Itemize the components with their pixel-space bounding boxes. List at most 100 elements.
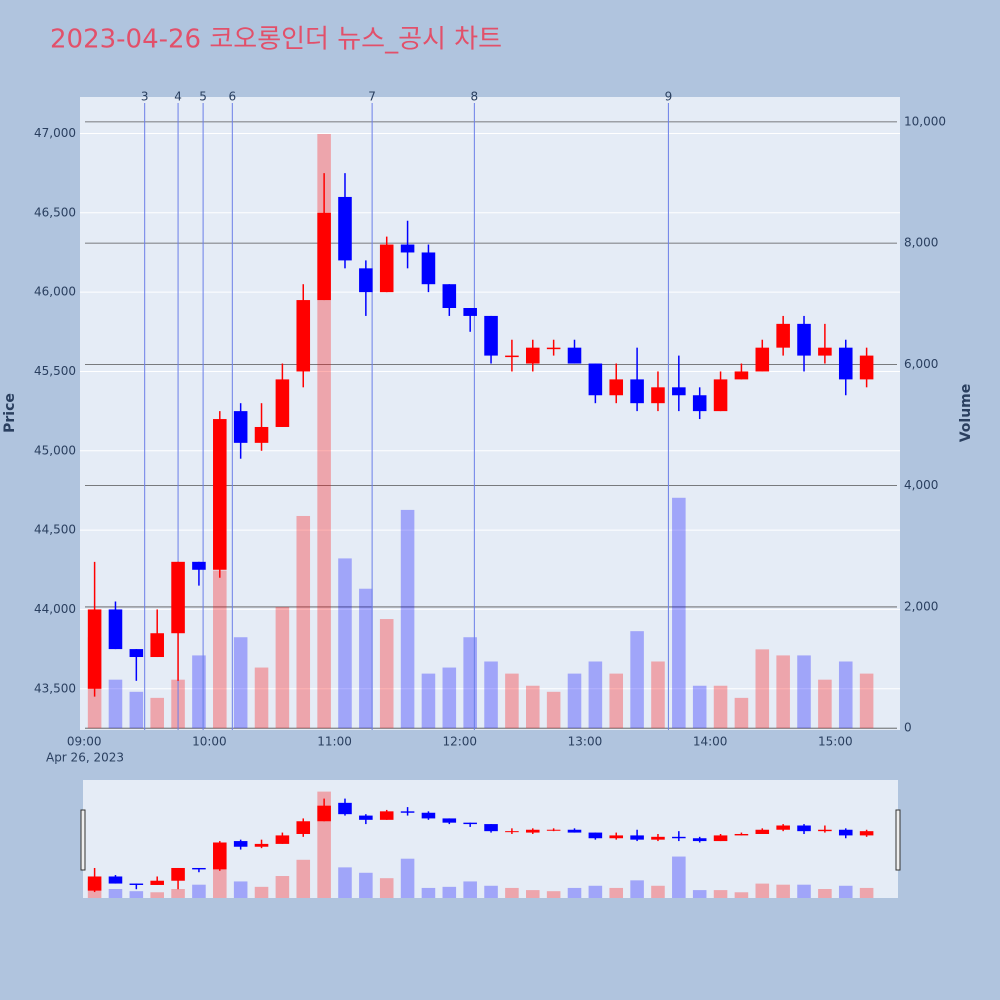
slider-volume-bar <box>338 867 352 898</box>
volume-bar <box>442 667 457 729</box>
slider-volume-bar <box>359 872 373 898</box>
slider-volume-bar <box>129 891 144 898</box>
candle-body <box>442 284 457 308</box>
volume-bar <box>713 685 728 729</box>
y-tick-label: 46,500 <box>34 205 76 219</box>
y2-axis-title: Volume <box>958 384 974 443</box>
volume-bar <box>463 637 477 729</box>
slider-candle-body <box>609 835 624 839</box>
volume-bar <box>838 661 853 729</box>
slider-volume-bar <box>379 878 394 898</box>
slider-candle-body <box>87 876 102 891</box>
x-tick-label: 12:00 <box>442 735 477 749</box>
slider-volume-bar <box>797 884 811 898</box>
volume-bar <box>233 637 248 729</box>
slider-volume-bar <box>651 885 665 898</box>
volume-bar <box>379 619 394 729</box>
volume-bar <box>275 606 290 729</box>
candle-body <box>651 387 665 404</box>
slider-volume-bar <box>776 884 790 898</box>
y2-tick-label: 6,000 <box>904 357 938 371</box>
news-label: 3 <box>141 90 149 104</box>
candle-body <box>87 609 102 689</box>
slider-candle-body <box>400 811 415 813</box>
news-label: 6 <box>228 90 236 104</box>
slider-candle-body <box>233 841 248 847</box>
slider-candle-body <box>525 829 540 833</box>
candle-body <box>171 561 185 634</box>
y2-tick-label: 8,000 <box>904 236 938 250</box>
candle-body <box>838 347 853 380</box>
volume-bar <box>108 679 123 729</box>
volume-bar <box>797 655 811 729</box>
slider-candle-body <box>546 829 561 831</box>
slider-candle-body <box>254 843 269 847</box>
slider-volume-bar <box>567 887 582 898</box>
candle-body <box>859 355 874 380</box>
candle-body <box>317 212 331 301</box>
volume-bar <box>818 679 832 729</box>
volume-bar <box>150 697 164 729</box>
volume-bar <box>338 558 352 729</box>
slider-volume-bar <box>275 876 290 898</box>
y-axis-title: Price <box>2 393 18 433</box>
candle-body <box>338 196 352 261</box>
y-tick-label: 45,500 <box>34 364 76 378</box>
slider-candle-body <box>192 867 206 870</box>
slider-candle-body <box>692 838 707 842</box>
candle-body <box>463 308 477 316</box>
slider-candle-body <box>213 842 227 870</box>
candle-body <box>150 633 164 658</box>
candle-body <box>421 252 436 285</box>
slider-candle-body <box>463 822 477 825</box>
slider-candle-body <box>379 811 394 820</box>
candle-body <box>609 379 624 396</box>
slider-volume-bar <box>108 889 123 898</box>
y2-tick-label: 0 <box>904 721 912 735</box>
volume-bar <box>525 685 540 729</box>
slider-candle-body <box>505 831 519 833</box>
slider-volume-bar <box>296 859 311 898</box>
candle-body <box>213 419 227 570</box>
slider-candle-body <box>150 880 164 885</box>
slider-candle-body <box>713 835 728 842</box>
y-tick-label: 46,000 <box>34 285 76 299</box>
volume-bar <box>484 661 498 729</box>
slider-candle-body <box>442 818 457 823</box>
slider-candle-body <box>129 883 144 885</box>
candle-body <box>275 379 290 427</box>
slider-volume-bar <box>525 890 540 898</box>
chart-title: 2023-04-26 코오롱인더 뉴스_공시 차트 <box>50 25 502 55</box>
candle-body <box>672 387 686 396</box>
slider-candle-body <box>630 835 644 840</box>
candle-body <box>254 426 269 443</box>
volume-bar <box>588 661 603 729</box>
range-handle-right[interactable] <box>895 809 901 871</box>
candle-body <box>776 323 790 348</box>
volume-bar <box>192 655 206 729</box>
range-slider[interactable] <box>83 780 898 898</box>
candle-body <box>484 315 498 356</box>
volume-bar <box>755 649 770 729</box>
slider-candle-body <box>734 833 749 836</box>
candle-body <box>296 300 311 372</box>
volume-bar <box>505 673 519 729</box>
volume-bar <box>609 673 624 729</box>
range-handle-left[interactable] <box>80 809 86 871</box>
candle-body <box>692 395 707 412</box>
slider-candle-body <box>838 829 853 836</box>
slider-volume-bar <box>546 891 561 898</box>
slider-volume-bar <box>192 884 206 898</box>
volume-bar <box>692 685 707 729</box>
slider-candle-body <box>484 824 498 832</box>
volume-bar <box>254 667 269 729</box>
y-tick-label: 44,500 <box>34 523 76 537</box>
slider-volume-bar <box>484 885 498 898</box>
news-label: 9 <box>665 90 673 104</box>
candle-body <box>630 379 644 404</box>
slider-candle-body <box>818 829 832 832</box>
candle-body <box>755 347 770 372</box>
news-label: 5 <box>199 90 207 104</box>
volume-bar <box>859 673 874 729</box>
